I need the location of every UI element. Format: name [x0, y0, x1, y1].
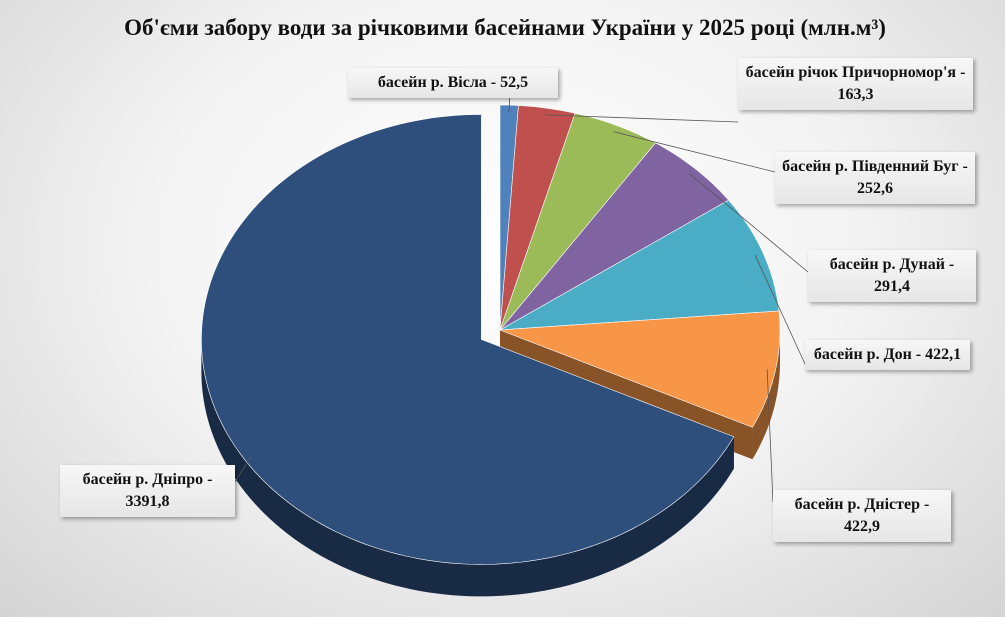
leader-line	[766, 369, 774, 503]
slice	[499, 112, 657, 331]
data-label: басейн р. Вісла - 52,5	[348, 68, 558, 98]
leader-line	[234, 455, 252, 483]
slice	[499, 310, 781, 428]
value-label: 252,6	[857, 180, 893, 197]
value-label: 3391,8	[125, 493, 170, 510]
data-label: басейн р. Південний Буг - 252,6	[775, 152, 975, 204]
value-label: 291,4	[874, 278, 910, 295]
category-label: басейн р. Дністер -	[794, 496, 930, 513]
category-label: басейн р. Дон -	[813, 346, 922, 363]
data-label: басейн р. Дон - 422,1	[805, 340, 970, 370]
chart-title: Об'єми забору води за річковими басейнам…	[124, 15, 886, 40]
leader-line	[754, 255, 806, 365]
data-label: басейн річок Причорномор'я - 163,3	[738, 58, 973, 110]
value-label: 422,9	[844, 518, 880, 535]
slice	[499, 142, 730, 331]
data-label: басейн р. Дунай - 291,4	[808, 250, 976, 302]
value-label: 422,1	[925, 346, 962, 363]
value-label: 163,3	[837, 86, 874, 103]
category-label: басейн р. Дунай -	[829, 256, 955, 273]
leader-line	[689, 173, 809, 273]
category-label: басейн річок Причорномор'я -	[745, 64, 966, 81]
slice	[201, 114, 735, 565]
category-label: басейн р. Дніпро -	[82, 471, 213, 488]
slice-side	[201, 339, 734, 597]
value-label: 52,5	[500, 74, 529, 91]
leader-line	[545, 114, 739, 123]
data-label: басейн р. Дніпро - 3391,8	[60, 465, 235, 517]
data-label: басейн р. Дністер - 422,9	[773, 490, 951, 542]
leader-line	[613, 131, 776, 173]
slice-side	[752, 330, 780, 460]
category-label: басейн р. Вісла -	[377, 74, 497, 91]
slice	[499, 105, 576, 331]
slice	[499, 199, 780, 331]
category-label: басейн р. Південний Буг -	[782, 158, 968, 175]
